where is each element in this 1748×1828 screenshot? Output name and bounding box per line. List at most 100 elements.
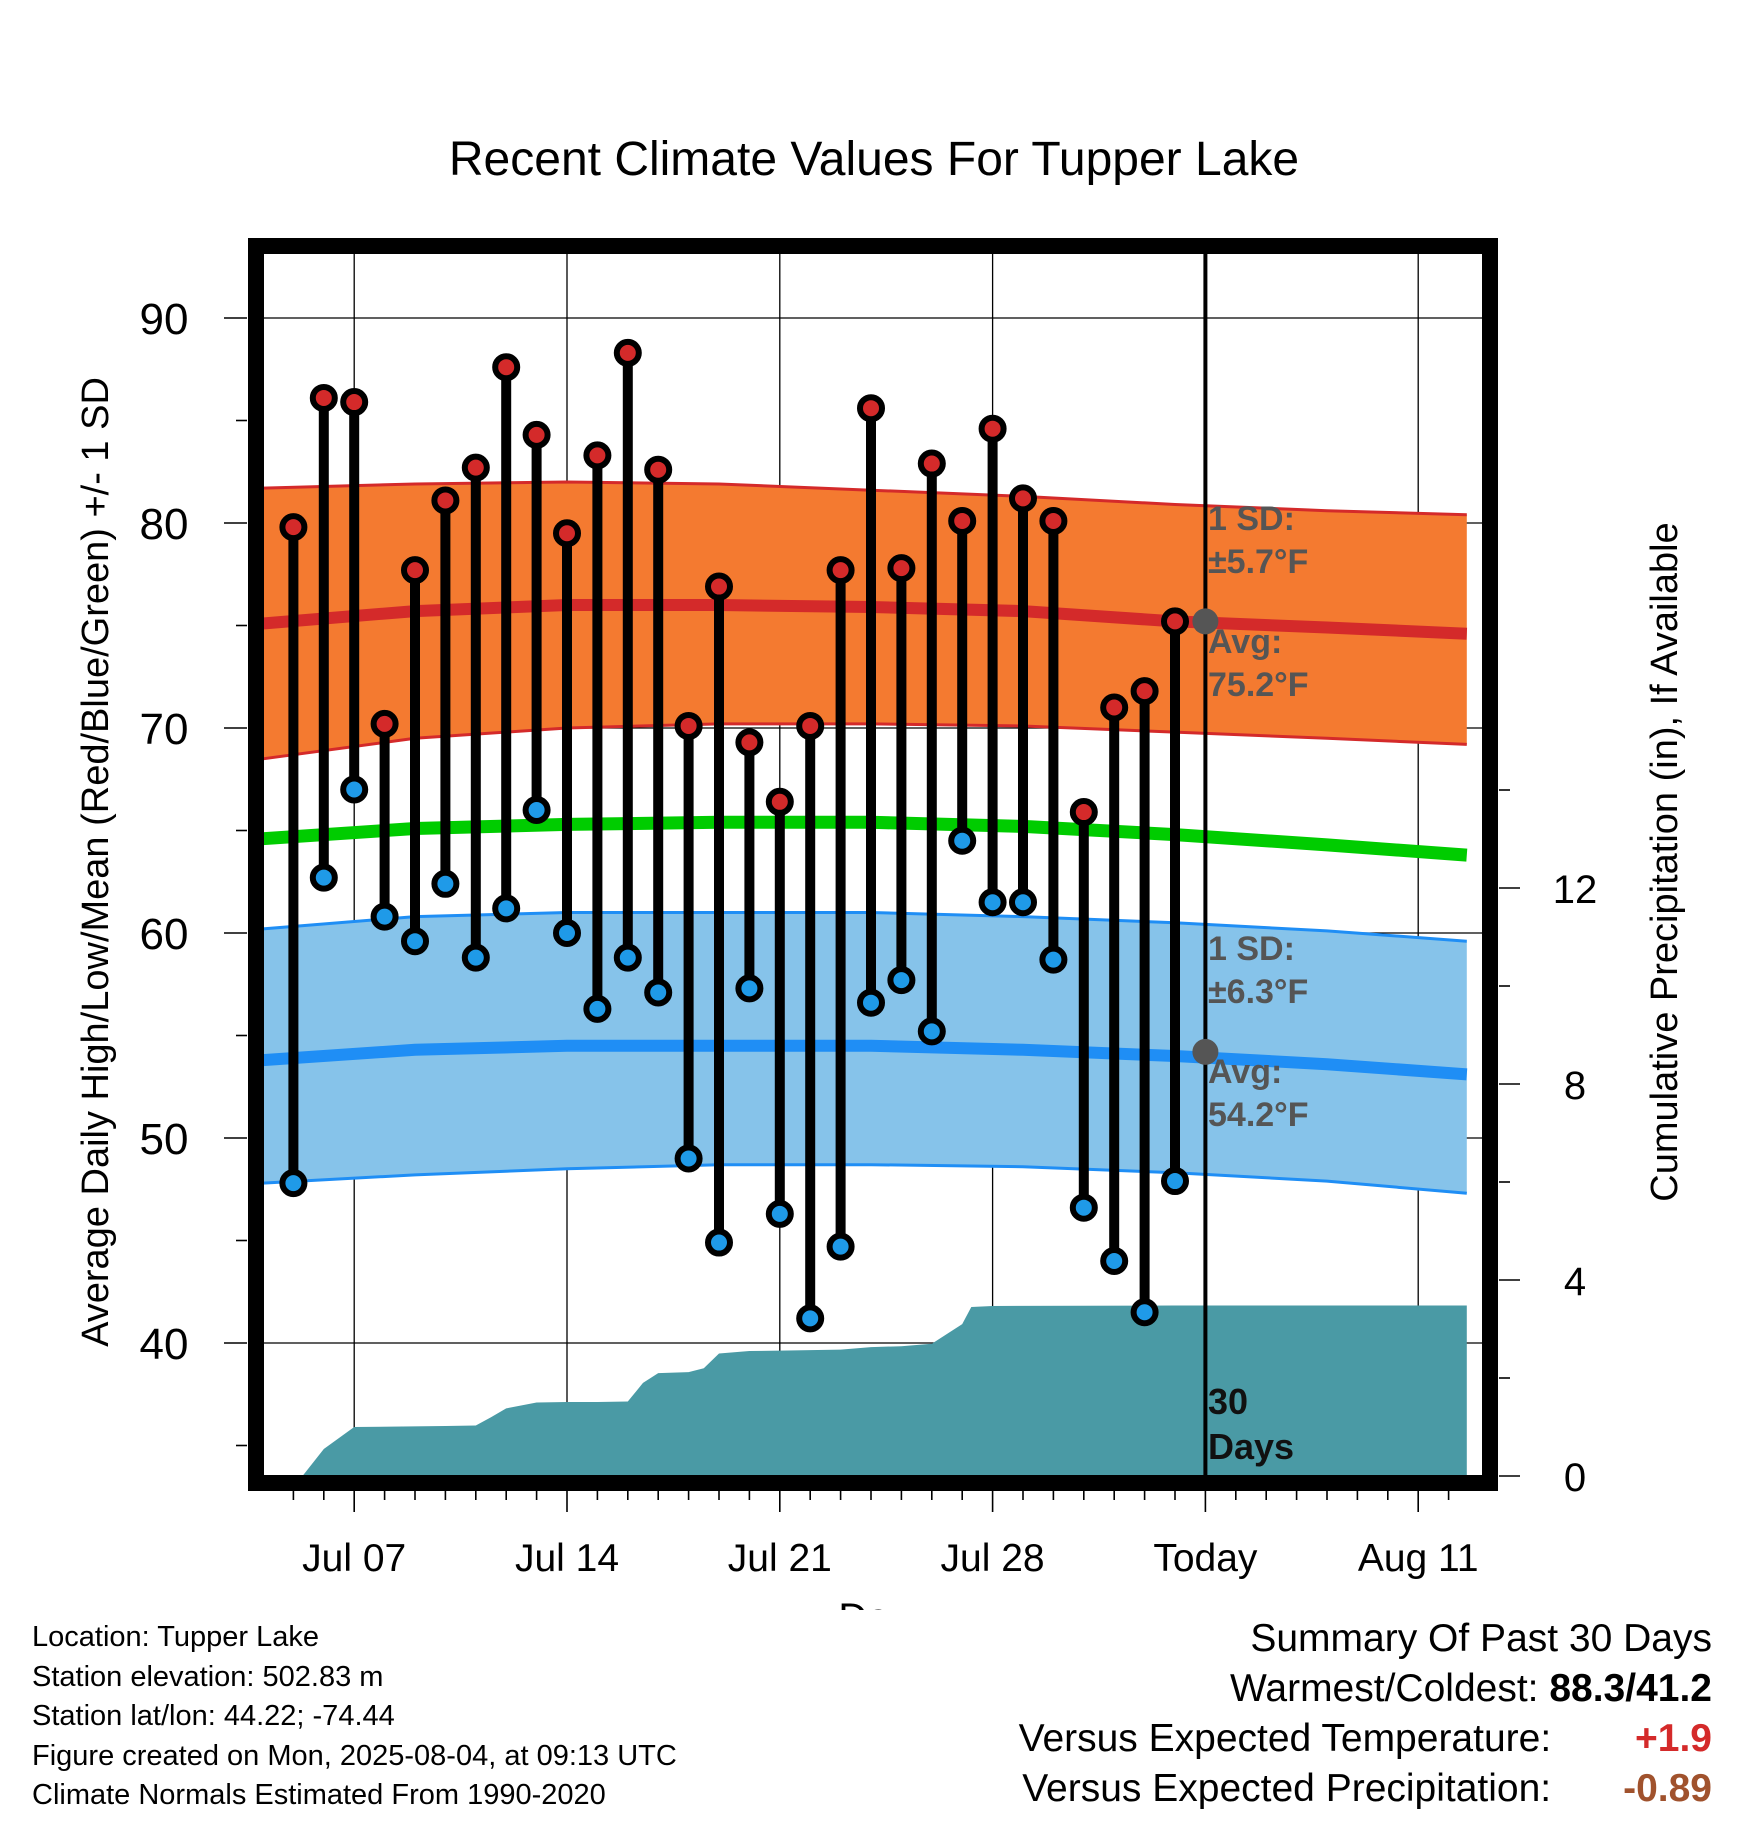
daily-high-point (1161, 607, 1189, 636)
y-tick-label: 40 (140, 1320, 189, 1369)
today-avg-low-marker (1192, 1038, 1219, 1065)
daily-low-point (1130, 1298, 1159, 1327)
low-avg-value: 54.2°F (1208, 1096, 1309, 1134)
x-tick-label: Today (1153, 1537, 1258, 1580)
figure-created: Figure created on Mon, 2025-08-04, at 09… (32, 1739, 677, 1772)
high-avg-value: 75.2°F (1208, 666, 1309, 704)
daily-high-point (644, 455, 673, 484)
x-tick-label: Jul 28 (941, 1537, 1045, 1580)
daily-high-point (583, 441, 612, 470)
axes: 40 50 60 70 80 90 0 4 8 12 Jul 07 Jul 14 Jul 21 Jul 2… (140, 295, 1598, 1580)
daily-high-point (1069, 798, 1098, 827)
daily-low-point (431, 869, 460, 898)
daily-low-point (1039, 945, 1068, 974)
station-info: Location: Tupper Lake Station elevation:… (32, 1618, 677, 1816)
daily-low-point (309, 863, 338, 892)
daily-low-point (492, 894, 521, 923)
daily-high-point (401, 556, 429, 585)
daily-low-point (857, 988, 885, 1017)
daily-low-point (826, 1232, 855, 1261)
daily-low-point (1009, 888, 1037, 917)
daily-low-point (1100, 1247, 1129, 1275)
window-days-word: Days (1208, 1426, 1294, 1467)
x-tick-label: Jul 07 (302, 1537, 406, 1580)
summary-temp-row: Versus Expected Temperature: +1.9 (1019, 1714, 1712, 1764)
warmest-label: Warmest/Coldest: (1230, 1667, 1539, 1710)
daily-low-point (674, 1144, 703, 1173)
x-tick-label: Aug 11 (1358, 1537, 1479, 1580)
daily-low-point (735, 974, 764, 1003)
daily-low-point (765, 1199, 794, 1228)
daily-low-point (978, 888, 1007, 917)
precip-label: Versus Expected Precipitation: (1022, 1767, 1552, 1810)
x-tick-label: Jul 21 (728, 1537, 832, 1580)
daily-low-point (522, 796, 551, 824)
chart-title: Recent Climate Values For Tupper Lake (449, 133, 1299, 186)
summary-warmest-row: Warmest/Coldest: 88.3/41.2 (1019, 1664, 1712, 1714)
daily-high-point (309, 383, 338, 412)
daily-high-point (887, 554, 916, 583)
climate-normals-note: Climate Normals Estimated From 1990-2020 (32, 1779, 606, 1811)
y2-tick-label: 0 (1564, 1456, 1586, 1500)
window-days-number: 30 (1208, 1381, 1248, 1422)
daily-low-point (1069, 1193, 1098, 1222)
low-sd-lower-line (262, 1163, 1467, 1195)
daily-low-point (583, 994, 612, 1023)
daily-low-point (461, 943, 490, 972)
daily-high-point (1009, 484, 1037, 513)
daily-high-point (340, 388, 369, 417)
daily-high-point (826, 556, 855, 585)
daily-low-point (340, 775, 369, 804)
daily-low-point (279, 1169, 308, 1198)
station-location: Location: Tupper Lake (32, 1621, 319, 1653)
y-tick-label: 80 (140, 500, 189, 549)
daily-low-point (1161, 1167, 1189, 1196)
daily-low-point (948, 826, 977, 855)
low-avg-label: Avg: (1208, 1053, 1282, 1091)
y-tick-label: 70 (140, 705, 189, 754)
station-elevation: Station elevation: 502.83 m (32, 1660, 384, 1693)
daily-high-point (674, 711, 703, 740)
daily-high-point (431, 486, 460, 515)
high-sd-value: ±5.7°F (1208, 543, 1308, 581)
daily-low-point (613, 943, 642, 972)
y2-axis-label: Cumulative Precipitation (in), If Availa… (1644, 522, 1686, 1201)
daily-high-point (1130, 677, 1159, 706)
daily-high-point (735, 728, 764, 757)
precip-value: -0.89 (1623, 1767, 1712, 1810)
daily-high-point (522, 420, 551, 449)
precip-fill (302, 1305, 1467, 1476)
normal-annotations: 1 SD: ±5.7°F Avg: 75.2°F 1 SD: ±6.3°F Avg: 54.2… (1208, 500, 1309, 1467)
low-sd-band (263, 912, 1467, 1194)
daily-range-stems (288, 352, 1180, 1319)
y-tick-label: 60 (140, 910, 189, 959)
summary-panel: Summary Of Past 30 Days Warmest/Coldest:… (1019, 1614, 1712, 1814)
daily-low-point (370, 902, 399, 931)
precipitation-area (302, 1305, 1467, 1476)
daily-high-point (948, 506, 977, 535)
y-tick-label: 90 (140, 295, 189, 344)
today-marker (1192, 246, 1219, 1476)
daily-high-point (1039, 506, 1068, 535)
y2-tick-label: 12 (1553, 868, 1598, 912)
daily-low-point (553, 919, 581, 947)
daily-low-point (401, 927, 429, 956)
daily-high-point (705, 572, 733, 601)
daily-high-point (279, 513, 308, 542)
y2-tick-label: 8 (1564, 1064, 1586, 1108)
daily-low-point (917, 1017, 946, 1046)
daily-high-point (765, 787, 794, 816)
daily-high-point (796, 711, 825, 740)
climate-chart: Recent Climate Values For Tupper Lake 1 … (75, 133, 1686, 1610)
x-tick-label: Jul 14 (515, 1537, 619, 1580)
x-axis-label: Day (838, 1596, 909, 1610)
daily-low-point (705, 1228, 733, 1257)
summary-title: Summary Of Past 30 Days (1250, 1617, 1712, 1660)
y-tick-label: 50 (140, 1115, 189, 1164)
daily-low-point (644, 978, 673, 1007)
warmest-value: 88.3/41.2 (1549, 1667, 1712, 1710)
daily-low-point (887, 966, 916, 995)
today-avg-high-marker (1192, 608, 1219, 635)
temp-label: Versus Expected Temperature: (1018, 1717, 1552, 1760)
temp-value: +1.9 (1635, 1717, 1712, 1760)
